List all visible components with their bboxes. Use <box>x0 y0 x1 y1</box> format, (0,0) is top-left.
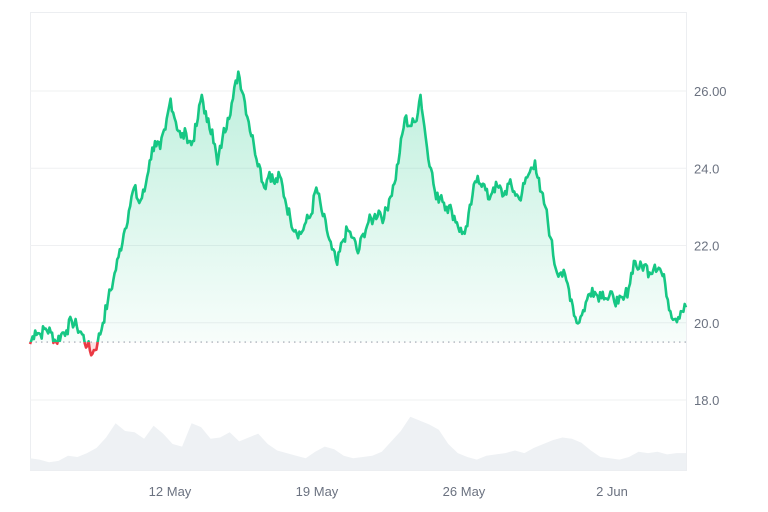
x-tick-label: 26 May <box>443 484 486 499</box>
x-tick-label: 12 May <box>149 484 192 499</box>
x-tick-label: 2 Jun <box>596 484 628 499</box>
price-area-below-fill <box>30 342 686 356</box>
x-axis: 12 May 19 May 26 May 2 Jun <box>149 484 628 499</box>
y-tick-label: 20.0 <box>694 316 719 331</box>
y-axis: 26.00 24.0 22.0 20.0 18.0 <box>694 84 727 408</box>
y-tick-label: 26.00 <box>694 84 727 99</box>
y-tick-label: 18.0 <box>694 393 719 408</box>
x-tick-label: 19 May <box>296 484 339 499</box>
y-tick-label: 24.0 <box>694 161 719 176</box>
y-tick-label: 22.0 <box>694 239 719 254</box>
price-line-up[interactable] <box>29 70 688 356</box>
volume-area <box>30 416 686 470</box>
